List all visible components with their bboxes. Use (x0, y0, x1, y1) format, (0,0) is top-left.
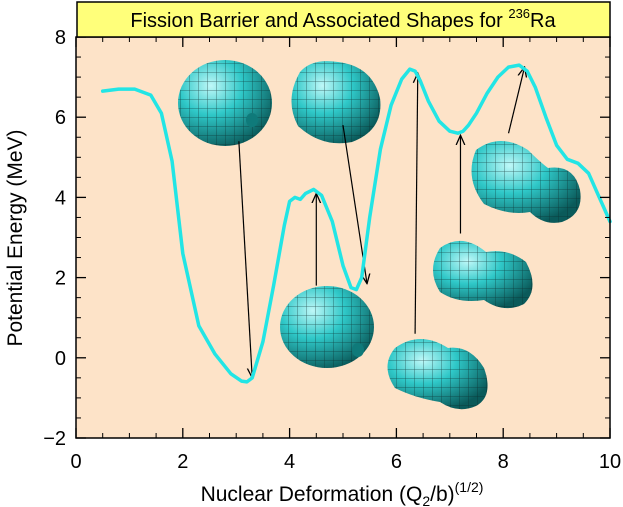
shape-isomer (280, 286, 374, 368)
y-tick-label: 2 (55, 268, 66, 290)
chart-title-main: Fission Barrier and Associated Shapes fo… (130, 10, 508, 32)
shape-arrow-6 (507, 67, 525, 134)
y-tick-label: 0 (55, 348, 66, 370)
x-axis-ticks: 0 2 4 6 8 10 (70, 37, 621, 473)
shape-scission (471, 141, 581, 223)
energy-curve-line (100, 63, 612, 384)
nuclear-shapes (178, 60, 581, 410)
chart-title: Fission Barrier and Associated Shapes fo… (130, 6, 556, 32)
x-axis-label-tail: /b) (430, 483, 455, 506)
x-axis-label-sup: (1/2) (455, 479, 484, 495)
chart-title-superscript: 236 (508, 6, 530, 21)
x-tick-label: 10 (599, 451, 621, 473)
y-tick-label: 6 (55, 107, 66, 129)
x-tick-label: 8 (498, 451, 509, 473)
shape-prolate-2 (291, 61, 381, 144)
x-axis-label: Nuclear Deformation (Q2/b)(1/2) (201, 479, 484, 507)
y-axis-label: Potential Energy (MeV) (4, 129, 27, 346)
y-tick-label: −2 (43, 428, 66, 450)
x-tick-label: 6 (391, 451, 402, 473)
title-box (76, 1, 611, 38)
chart-title-element: Ra (530, 10, 556, 32)
x-axis-label-sub: 2 (422, 493, 430, 507)
x-tick-label: 0 (70, 451, 81, 473)
y-tick-label: 8 (55, 27, 66, 49)
x-tick-label: 4 (284, 451, 295, 473)
y-tick-label: 4 (55, 187, 66, 209)
x-tick-label: 2 (177, 451, 188, 473)
shape-necked-1 (387, 339, 488, 410)
shape-arrow-4 (415, 73, 418, 334)
x-axis-label-main: Nuclear Deformation (Q (201, 483, 423, 506)
shape-necked-2 (433, 240, 533, 309)
y-axis-ticks: −2 0 2 4 6 8 (43, 27, 610, 450)
shape-prolate-1 (178, 60, 272, 146)
shape-arrow-1 (238, 141, 252, 378)
